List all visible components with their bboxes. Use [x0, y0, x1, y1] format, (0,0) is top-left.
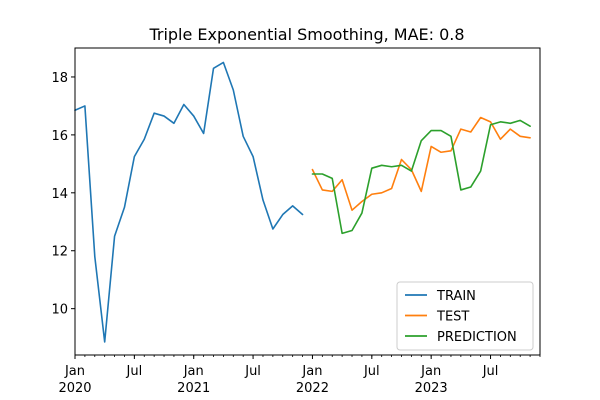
plot-frame [74, 47, 541, 356]
x-axis: Jan 2020 Jul Jan 2021 Jul Jan 2022 Jul Jan 2023 Jul [58, 355, 541, 396]
legend-box [396, 281, 534, 351]
x-tick-year-label: 2022 [296, 381, 329, 396]
legend-label: PREDICTION [437, 330, 517, 345]
x-tick-label: Jan [301, 364, 322, 379]
x-tick-label: Jan [64, 364, 85, 379]
x-tick-year-label: 2023 [415, 381, 448, 396]
x-tick-year-label: 2021 [177, 381, 210, 396]
y-axis: 10 12 14 16 18 [51, 71, 75, 318]
y-tick-label: 12 [51, 245, 68, 260]
series-line-test [311, 116, 531, 211]
y-tick-label: 16 [51, 129, 68, 144]
chart-title: Triple Exponential Smoothing, MAE: 0.8 [148, 25, 464, 44]
legend-label: TEST [436, 310, 469, 325]
y-tick-label: 14 [51, 187, 68, 202]
series-line-prediction [311, 119, 531, 235]
y-tick-label: 10 [51, 303, 68, 318]
x-tick-label: Jan [183, 364, 204, 379]
x-tick-year-label: 2020 [58, 381, 91, 396]
x-tick-label: Jul [363, 364, 380, 379]
x-tick-label: Jul [244, 364, 261, 379]
x-tick-label: Jan [420, 364, 441, 379]
y-tick-label: 18 [51, 71, 68, 86]
series-layer [74, 61, 531, 343]
legend: TRAIN TEST PREDICTION [396, 281, 534, 351]
x-tick-label: Jul [126, 364, 143, 379]
legend-label: TRAIN [436, 289, 476, 304]
x-tick-label: Jul [482, 364, 499, 379]
series-line-train [74, 61, 304, 343]
